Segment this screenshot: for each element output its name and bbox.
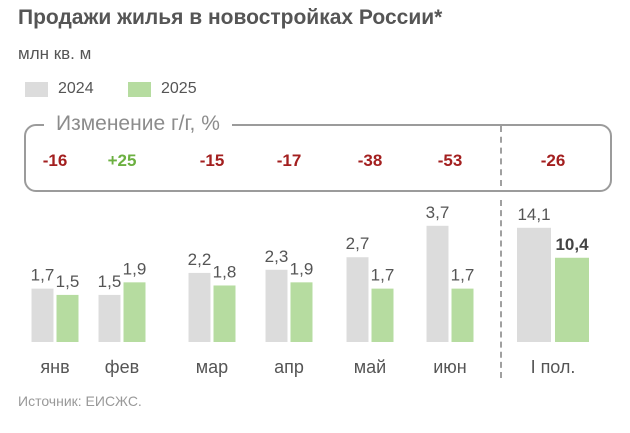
data-label-2024-3: 2,3	[265, 247, 289, 266]
chart-subtitle: млн кв. м	[18, 44, 92, 63]
legend-item-2025: 2025	[128, 80, 197, 98]
bar-2025-3	[290, 282, 313, 342]
half-year-divider-bottom	[500, 200, 502, 378]
data-label-2025-2: 1,8	[213, 262, 237, 281]
legend-swatch-2024	[25, 81, 48, 97]
data-label-2024-0: 1,7	[31, 266, 55, 285]
bar-2025-5	[451, 288, 474, 342]
bar-2024-0	[31, 288, 54, 342]
bar-2025-2	[213, 285, 236, 342]
data-label-2025-4: 1,7	[371, 266, 395, 285]
category-label-2: мар	[196, 357, 228, 377]
category-label-1: фев	[105, 357, 139, 377]
change-panel	[24, 124, 612, 192]
bar-2024-2	[188, 272, 211, 342]
legend-label-2025: 2025	[161, 80, 197, 97]
data-label-2024-6: 14,1	[517, 205, 550, 224]
category-label-3: апр	[274, 357, 304, 377]
data-label-2024-1: 1,5	[98, 272, 122, 291]
source-note: Источник: ЕИСЖС.	[18, 393, 142, 409]
change-panel-title: Изменение г/г, %	[44, 112, 232, 136]
data-label-2024-5: 3,7	[426, 203, 450, 222]
data-label-2025-5: 1,7	[451, 266, 475, 285]
change-value-6: -26	[540, 151, 566, 170]
bar-2025-4	[371, 288, 394, 342]
data-label-2025-6: 10,4	[555, 235, 589, 254]
change-value-3: -17	[276, 151, 302, 170]
legend-swatch-2025	[128, 81, 151, 97]
data-label-2025-3: 1,9	[290, 259, 314, 278]
data-label-2025-0: 1,5	[56, 272, 80, 291]
change-value-4: -38	[357, 151, 383, 170]
bar-2025-6	[555, 257, 589, 342]
data-label-2024-2: 2,2	[188, 250, 212, 269]
category-label-4: май	[354, 357, 386, 377]
chart-title: Продажи жилья в новостройках России*	[18, 6, 443, 29]
bar-2024-4	[346, 257, 369, 342]
data-label-2025-1: 1,9	[123, 259, 147, 278]
data-label-2024-4: 2,7	[346, 234, 370, 253]
category-label-6: I пол.	[531, 357, 576, 377]
half-year-divider-top	[500, 126, 502, 186]
legend-item-2024: 2024	[25, 80, 94, 98]
bar-2024-1	[98, 294, 121, 342]
change-value-2: -15	[199, 151, 225, 170]
change-value-5: -53	[437, 151, 463, 170]
bar-2024-5	[426, 225, 449, 342]
bar-2025-0	[56, 294, 79, 342]
bar-2024-3	[265, 269, 288, 342]
bar-2024-6	[517, 227, 551, 342]
legend-label-2024: 2024	[58, 80, 94, 97]
change-value-1: +25	[107, 151, 137, 170]
bar-2025-1	[123, 282, 146, 342]
category-label-0: янв	[40, 357, 69, 377]
category-label-5: июн	[433, 357, 467, 377]
change-value-0: -16	[42, 151, 68, 170]
